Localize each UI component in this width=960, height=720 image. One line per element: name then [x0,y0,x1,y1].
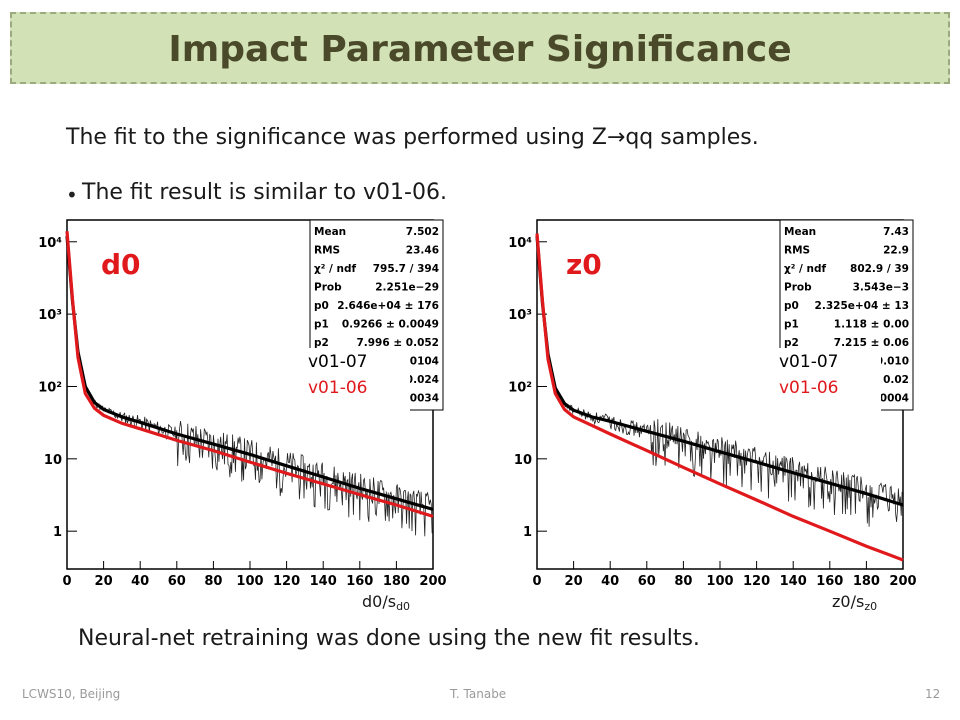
x-tick-label: 60 [638,574,656,589]
stats-value: 7.502 [406,226,439,238]
y-tick-label: 10² [508,380,532,395]
y-tick-label: 10⁴ [508,236,532,251]
x-tick-label: 140 [780,574,807,589]
d0-legend-v0107: v01-07 [308,352,368,372]
stats-key: Mean [314,226,346,238]
stats-key: RMS [784,245,810,257]
x-tick-label: 180 [853,574,880,589]
stats-key: Mean [784,226,816,238]
x-tick-label: 160 [346,574,373,589]
z0-legend: v01-07 v01-06 [773,348,881,412]
x-tick-label: 200 [419,574,446,589]
footer-right: 12 [925,687,941,701]
z0-axis-label: z0/sz0 [832,592,878,613]
stats-key: p0 [314,300,329,312]
stats-key: p2 [314,337,329,349]
stats-value: 2.325e+04 ± 13 [815,300,909,312]
z0-legend-v0107: v01-07 [779,352,839,372]
slide-title: Impact Parameter Significance [168,29,792,70]
bottom-line: Neural-net retraining was done using the… [78,626,700,651]
y-tick-label: 10³ [38,308,62,323]
stats-key: χ² / ndf [784,263,827,275]
stats-key: Prob [784,282,812,294]
fit-curve-v01-06 [535,233,904,562]
stats-value: 22.9 [883,245,909,257]
x-tick-label: 20 [565,574,583,589]
stats-value: 7.215 ± 0.06 [834,337,909,349]
d0-axis-label: d0/sd0 [362,592,411,613]
x-tick-label: 80 [674,574,692,589]
y-tick-label: 1 [53,525,62,540]
y-tick-label: 10 [44,453,62,468]
title-banner: Impact Parameter Significance [10,12,950,84]
x-tick-label: 120 [743,574,770,589]
stats-key: χ² / ndf [314,263,357,275]
data-histogram [537,247,903,527]
stats-key: p1 [314,319,329,331]
y-tick-label: 10³ [508,308,532,323]
stats-value: 2.646e+04 ± 176 [337,300,439,312]
x-tick-label: 140 [310,574,337,589]
x-tick-label: 40 [601,574,619,589]
x-tick-label: 40 [131,574,149,589]
stats-value: 7.996 ± 0.052 [356,337,439,349]
z0-label: z0 [560,248,608,281]
x-tick-label: 120 [273,574,300,589]
d0-label: d0 [95,248,147,281]
x-tick-label: 80 [204,574,222,589]
stats-key: RMS [314,245,340,257]
x-tick-label: 160 [816,574,843,589]
stats-value: 3.543e−3 [853,282,909,294]
stats-value: 1.118 ± 0.00 [834,319,909,331]
y-tick-label: 10² [38,380,62,395]
z0-legend-v0106: v01-06 [779,378,839,398]
x-tick-label: 0 [532,574,541,589]
d0-legend-v0106: v01-06 [308,378,368,398]
stats-key: p0 [784,300,799,312]
d0-legend: v01-07 v01-06 [302,348,410,412]
bullet-line: The fit result is similar to v01-06. [82,180,447,205]
footer-left: LCWS10, Beijing [22,687,121,701]
stats-value: 795.7 / 394 [373,263,439,275]
x-tick-label: 180 [383,574,410,589]
x-tick-label: 20 [95,574,113,589]
y-tick-label: 1 [523,525,532,540]
footer-center: T. Tanabe [450,687,507,701]
x-tick-label: 100 [706,574,733,589]
stats-value: 7.43 [883,226,909,238]
fit-curve-v01-06 [65,231,434,518]
bullet-dot: • [66,183,78,207]
y-tick-label: 10 [514,453,532,468]
intro-line: The fit to the significance was performe… [66,125,759,150]
x-tick-label: 60 [168,574,186,589]
stats-value: 802.9 / 39 [850,263,909,275]
x-tick-label: 100 [236,574,263,589]
stats-key: Prob [314,282,342,294]
stats-value: 2.251e−29 [375,282,439,294]
stats-key: p2 [784,337,799,349]
x-tick-label: 200 [889,574,916,589]
stats-value: 0.9266 ± 0.0049 [342,319,439,331]
y-tick-label: 10⁴ [38,236,62,251]
stats-value: 23.46 [406,245,439,257]
stats-key: p1 [784,319,799,331]
x-tick-label: 0 [62,574,71,589]
